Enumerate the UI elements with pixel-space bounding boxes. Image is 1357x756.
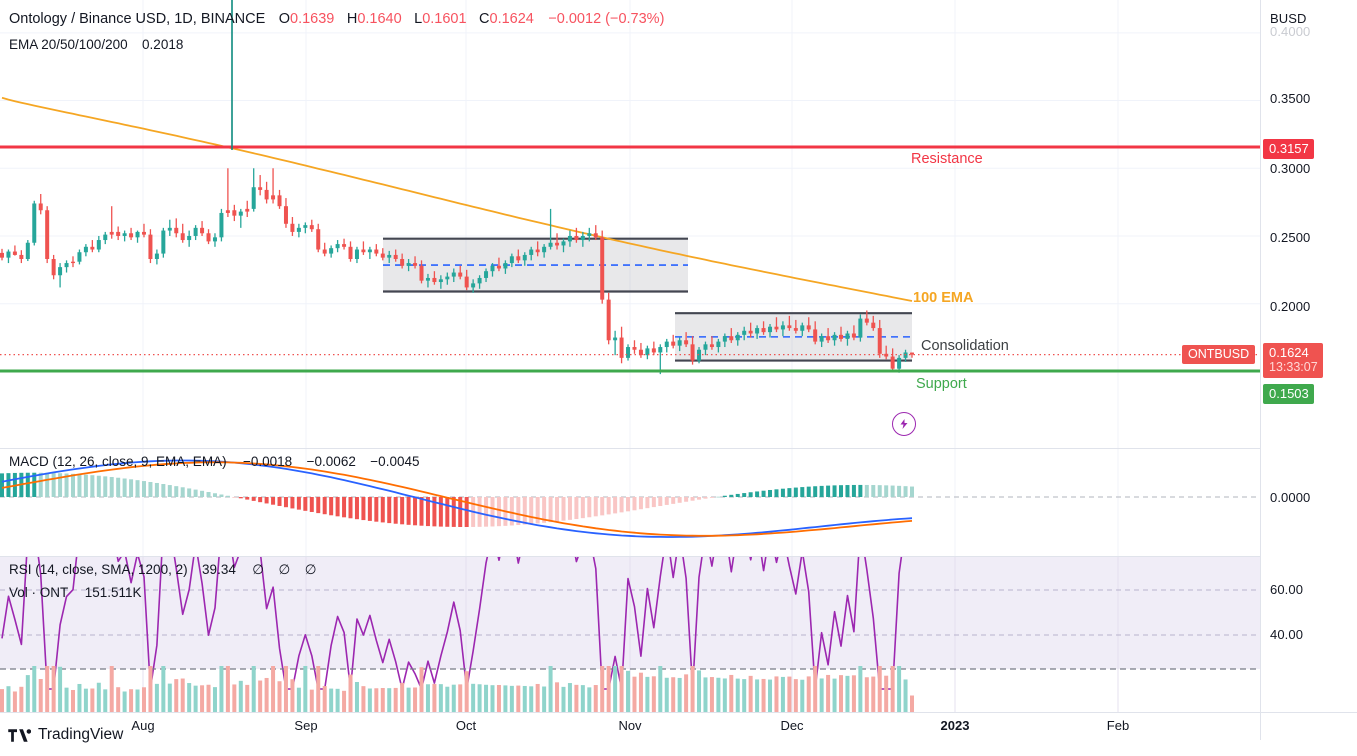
- macd-signal-value: −0.0045: [370, 454, 420, 469]
- price-pane-legend: Ontology / Binance USD, 1D, BINANCE O0.1…: [9, 10, 664, 28]
- macd-line-value: −0.0062: [306, 454, 356, 469]
- macd-zero-tick: 0.0000: [1270, 490, 1311, 505]
- price-chart-canvas[interactable]: [0, 0, 1260, 448]
- symbol-title[interactable]: Ontology / Binance USD, 1D, BINANCE: [9, 11, 266, 27]
- rsi-null-1: ∅: [252, 562, 265, 577]
- price-tick-0.2000: 0.2000: [1270, 299, 1311, 314]
- rsi-volume-pane[interactable]: [0, 557, 1260, 712]
- rsi-value: 39.34: [202, 562, 236, 577]
- ohlc-open-value: 0.1639: [290, 11, 335, 27]
- ohlc-high-key: H: [346, 11, 358, 27]
- rsi-pane-legend: RSI (14, close, SMA, 1200, 2) 39.34 ∅ ∅ …: [9, 561, 317, 579]
- rsi-tick-60: 60.00: [1270, 582, 1304, 597]
- macd-label[interactable]: MACD (12, 26, close, 9, EMA, EMA): [9, 454, 227, 469]
- lightning-bolt-icon[interactable]: [892, 412, 916, 436]
- footer: TradingView: [0, 726, 1357, 756]
- consolidation-annotation: Consolidation: [921, 338, 1009, 354]
- price-tick-0.3000: 0.3000: [1270, 161, 1311, 176]
- volume-pane-legend: Vol · ONT 151.511K: [9, 584, 142, 602]
- resistance-price-badge[interactable]: 0.3157: [1263, 139, 1314, 159]
- macd-pane[interactable]: [0, 449, 1260, 556]
- price-pane[interactable]: [0, 0, 1260, 448]
- support-price-badge[interactable]: 0.1503: [1263, 384, 1314, 404]
- volume-label[interactable]: Vol · ONT: [9, 585, 69, 600]
- macd-histogram-value: −0.0018: [243, 454, 293, 469]
- rsi-null-2: ∅: [278, 562, 291, 577]
- time-label-Oct: Oct: [455, 718, 477, 733]
- last-price-value: 0.1624: [1269, 345, 1309, 360]
- price-change: −0.0012 (−0.73%): [548, 11, 665, 27]
- ohlc-close-key: C: [479, 11, 490, 27]
- ohlc-low-key: L: [414, 11, 423, 27]
- axis-corner: [1260, 712, 1357, 740]
- price-axis[interactable]: BUSD 0.4000 0.3500 0.3157 0.3000 0.2500 …: [1260, 0, 1357, 712]
- resistance-annotation: Resistance: [911, 151, 983, 167]
- pane-separator-rsi[interactable]: [0, 556, 1357, 557]
- ema-legend-value: 0.2018: [142, 37, 184, 52]
- last-price-badge[interactable]: 0.1624 13:33:07: [1263, 343, 1323, 378]
- ohlc-open-key: O: [278, 11, 291, 27]
- currency-label: BUSD: [1270, 11, 1307, 26]
- rsi-volume-canvas[interactable]: [0, 557, 1260, 712]
- support-annotation: Support: [916, 376, 967, 392]
- price-tick-0.2500: 0.2500: [1270, 230, 1311, 245]
- ema100-annotation: 100 EMA: [913, 290, 974, 306]
- volume-value: 151.511K: [84, 585, 142, 600]
- ohlc-low-value: 0.1601: [422, 11, 467, 27]
- tradingview-logo[interactable]: TradingView: [8, 726, 123, 744]
- rsi-tick-40: 40.00: [1270, 627, 1304, 642]
- rsi-null-3: ∅: [304, 562, 317, 577]
- time-label-Aug: Aug: [131, 718, 155, 733]
- rsi-label[interactable]: RSI (14, close, SMA, 1200, 2): [9, 562, 188, 577]
- price-tick-0.4000: 0.4000: [1270, 24, 1311, 39]
- time-label-Feb: Feb: [1106, 718, 1130, 733]
- ema-legend[interactable]: EMA 20/50/100/200 0.2018: [9, 36, 183, 54]
- time-label-2023: 2023: [940, 718, 970, 733]
- symbol-price-badge[interactable]: ONTBUSD: [1182, 345, 1256, 364]
- time-label-Sep: Sep: [294, 718, 318, 733]
- tradingview-brand: TradingView: [38, 726, 124, 743]
- bar-countdown: 13:33:07: [1269, 360, 1318, 374]
- tradingview-mark-icon: [8, 728, 31, 742]
- ohlc-high-value: 0.1640: [357, 11, 402, 27]
- pane-separator-macd[interactable]: [0, 448, 1357, 449]
- ema-legend-label: EMA 20/50/100/200: [9, 37, 128, 52]
- time-label-Dec: Dec: [780, 718, 804, 733]
- time-label-Nov: Nov: [618, 718, 642, 733]
- ohlc-close-value: 0.1624: [489, 11, 534, 27]
- time-axis[interactable]: Aug Sep Oct Nov Dec 2023 Feb: [0, 712, 1260, 740]
- price-tick-0.3500: 0.3500: [1270, 91, 1311, 106]
- bolt-glyph: [900, 419, 908, 429]
- macd-pane-legend: MACD (12, 26, close, 9, EMA, EMA) −0.001…: [9, 453, 419, 471]
- macd-chart-canvas[interactable]: [0, 449, 1260, 556]
